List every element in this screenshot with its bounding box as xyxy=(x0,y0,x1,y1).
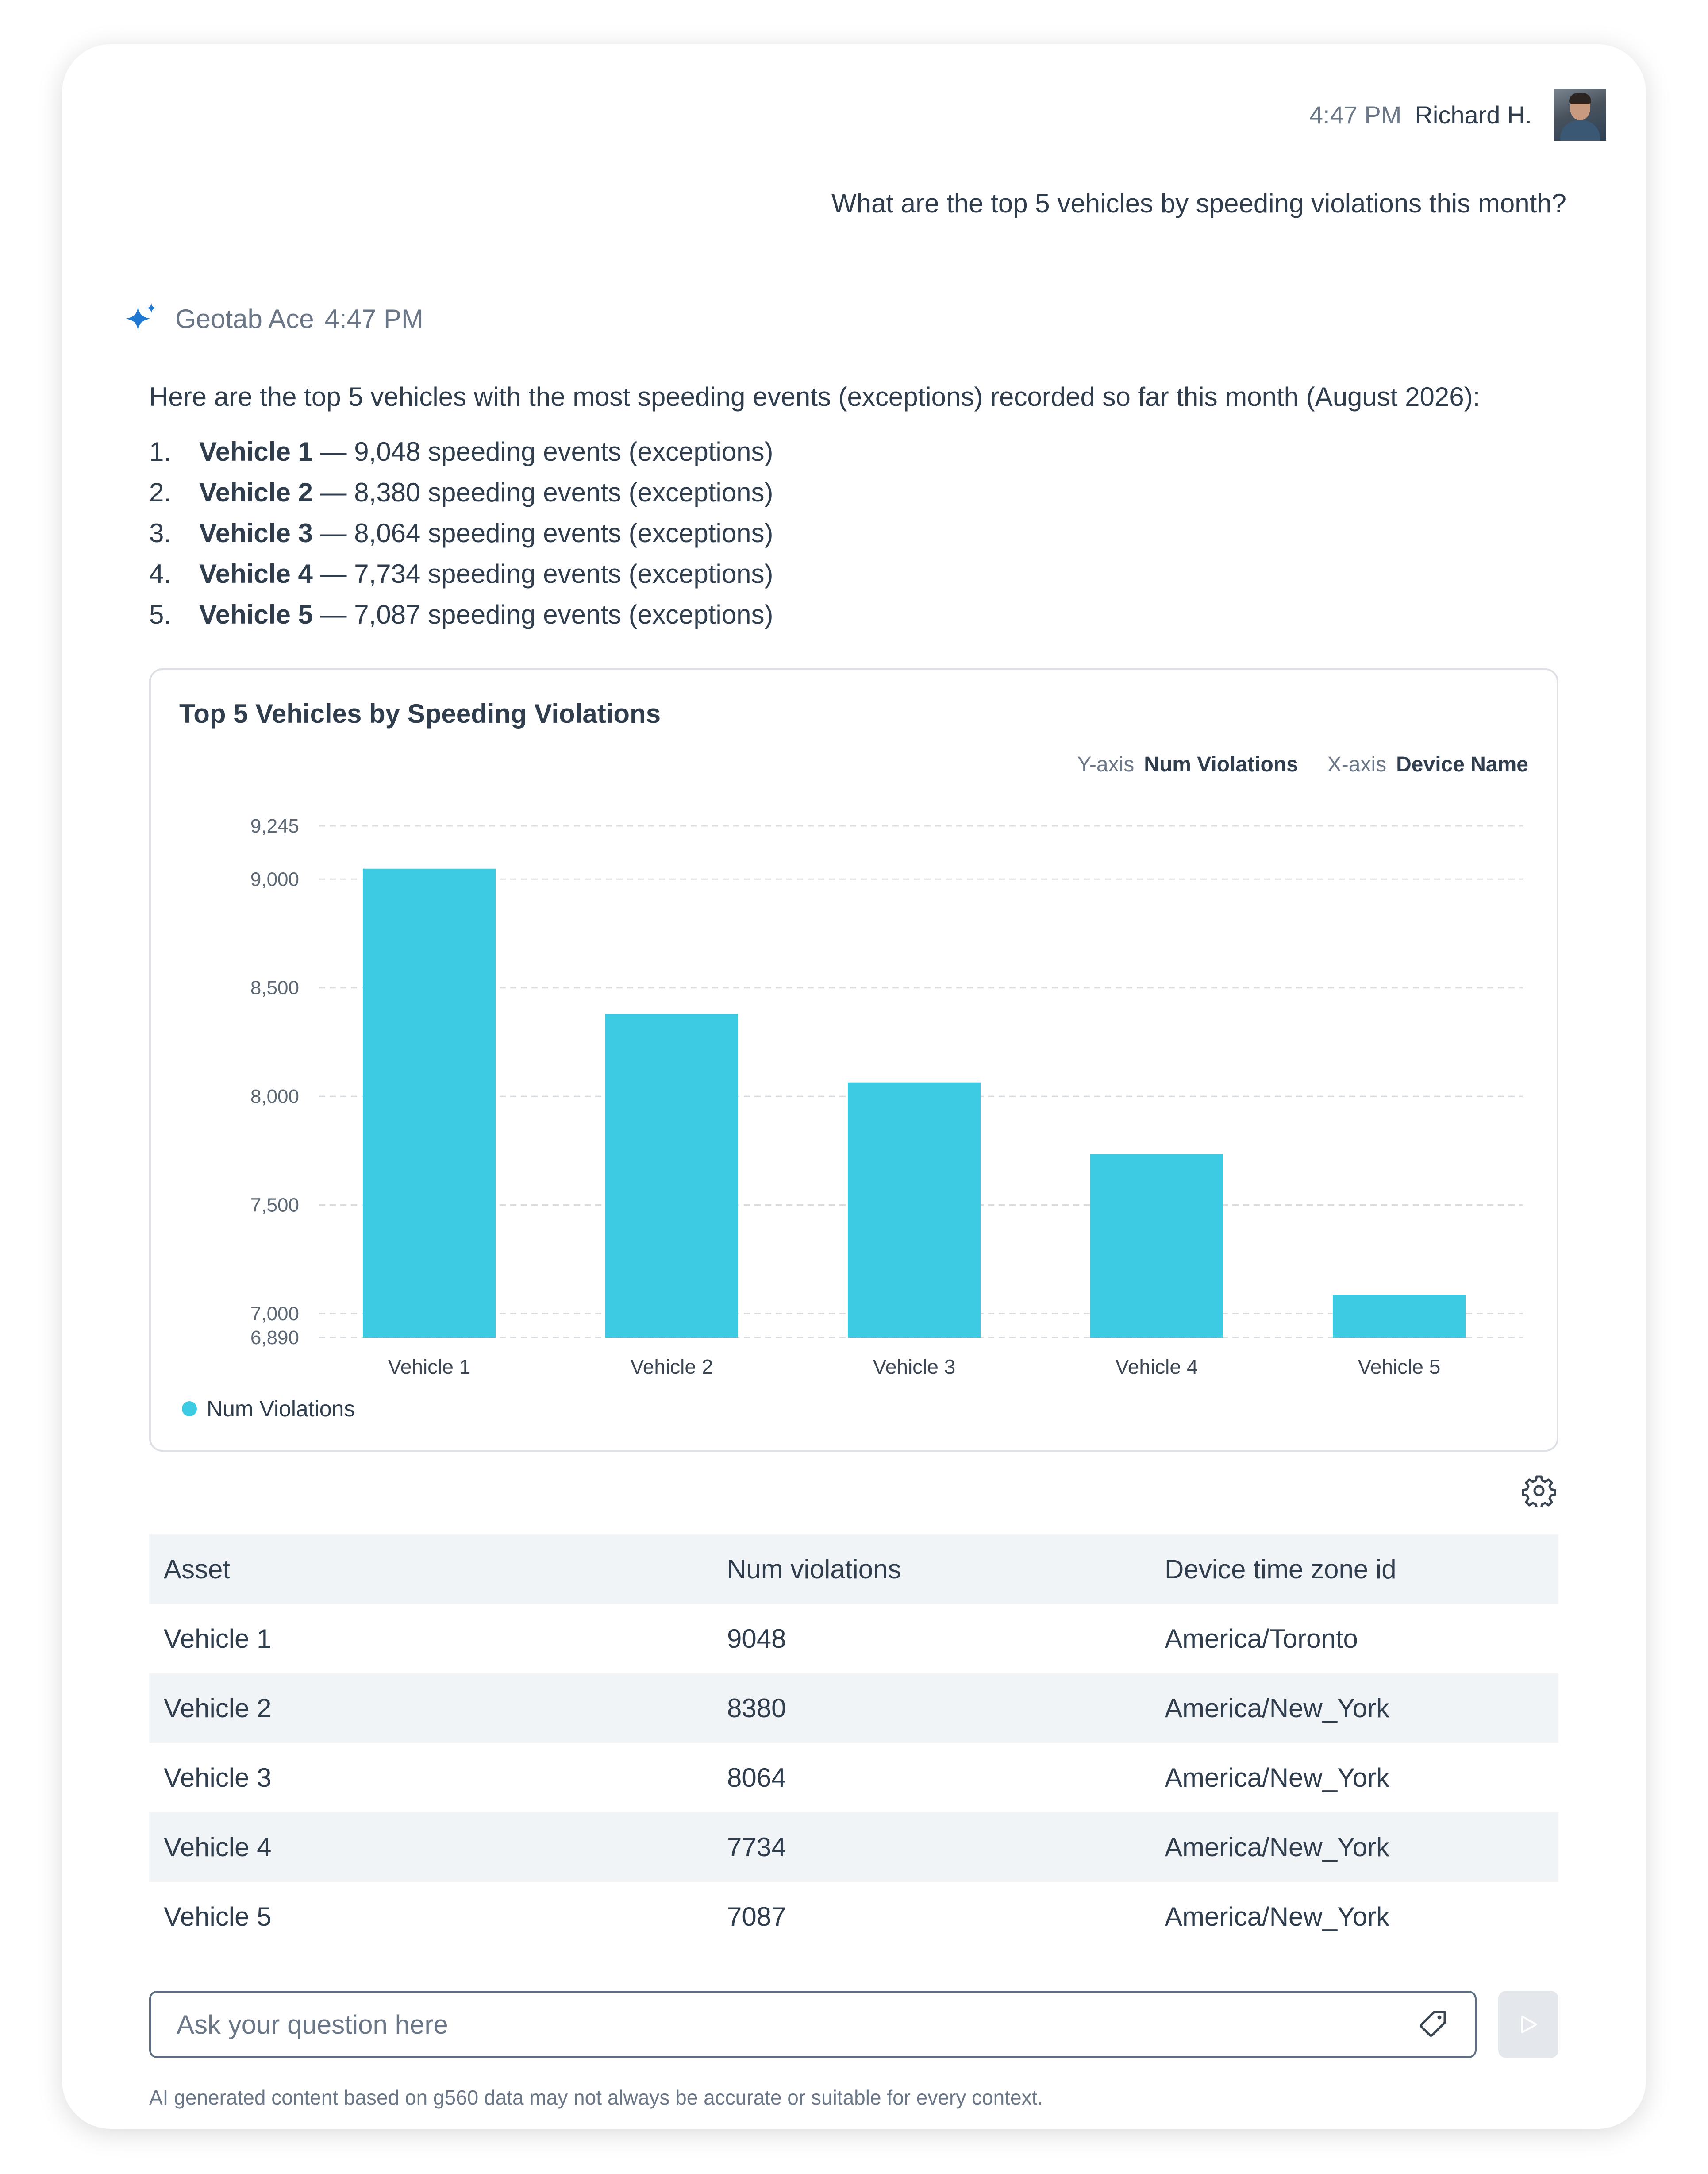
user-question: What are the top 5 vehicles by speeding … xyxy=(831,189,1566,218)
column-header-num-violations[interactable]: Num violations xyxy=(712,1534,1150,1604)
cell-time-zone: America/New_York xyxy=(1165,1763,1389,1792)
y-tick-label: 6,890 xyxy=(250,1327,299,1349)
x-axis-caption: X-axis xyxy=(1327,753,1387,776)
legend-marker xyxy=(182,1401,197,1416)
cell-asset: Vehicle 4 xyxy=(149,1812,712,1882)
list-item: 4. Vehicle 4 — 7,734 speeding events (exc… xyxy=(149,559,773,589)
x-tick-label: Vehicle 2 xyxy=(631,1355,713,1378)
legend-label: Num Violations xyxy=(207,1396,355,1421)
avatar xyxy=(1554,89,1606,141)
y-axis-caption: Y-axis xyxy=(1077,753,1135,776)
bar xyxy=(363,868,496,1338)
tag-icon[interactable] xyxy=(1415,2007,1450,2042)
table-row: Vehicle 1 9048 America/Toronto xyxy=(149,1604,1558,1673)
cell-num-violations: 8380 xyxy=(712,1673,1150,1743)
question-input-box xyxy=(149,1991,1477,2058)
cell-time-zone: America/Toronto xyxy=(1165,1624,1358,1654)
y-tick-label: 8,000 xyxy=(250,1086,299,1107)
question-input[interactable] xyxy=(176,2008,1415,2040)
chart-legend[interactable]: Num Violations xyxy=(182,1396,355,1422)
cell-num-violations: 8064 xyxy=(727,1763,786,1792)
cell-num-violations: 7087 xyxy=(727,1902,786,1931)
column-header-asset[interactable]: Asset xyxy=(149,1534,712,1604)
disclaimer: AI generated content based on g560 data … xyxy=(149,2086,1043,2109)
y-tick-label: 9,000 xyxy=(250,868,299,890)
cell-asset: Vehicle 3 xyxy=(164,1763,272,1792)
assistant-time: 4:47 PM xyxy=(324,304,424,334)
y-tick-label: 7,500 xyxy=(250,1195,299,1216)
column-header-time-zone[interactable]: Device time zone id xyxy=(1150,1534,1558,1604)
send-icon xyxy=(1521,2016,1537,2033)
cell-time-zone: America/New_York xyxy=(1150,1673,1558,1743)
assistant-meta: Geotab Ace 4:47 PM xyxy=(124,301,423,336)
bar xyxy=(605,1014,738,1338)
user-message-meta: 4:47 PM Richard H. xyxy=(1309,89,1606,141)
assistant-intro: Here are the top 5 vehicles with the mos… xyxy=(149,382,1481,412)
x-axis-name: Device Name xyxy=(1396,753,1528,776)
assistant-name: Geotab Ace xyxy=(175,304,314,334)
x-tick-label: Vehicle 3 xyxy=(873,1355,956,1378)
list-item: 5. Vehicle 5 — 7,087 speeding events (exc… xyxy=(149,600,773,629)
list-item: 1. Vehicle 1 — 9,048 speeding events (exc… xyxy=(149,437,773,466)
x-tick-label: Vehicle 4 xyxy=(1116,1355,1198,1378)
axis-info: Y-axis Num Violations X-axis Device Name xyxy=(1077,752,1528,777)
bar xyxy=(848,1082,981,1338)
cell-asset: Vehicle 5 xyxy=(164,1902,272,1931)
table-row: Vehicle 4 7734 America/New_York xyxy=(149,1812,1558,1882)
list-item: 3. Vehicle 3 — 8,064 speeding events (exc… xyxy=(149,518,773,548)
bar xyxy=(1090,1154,1223,1338)
x-tick-label: Vehicle 5 xyxy=(1358,1355,1441,1378)
table-row: Vehicle 5 7087 America/New_York xyxy=(149,1882,1558,1951)
send-button[interactable] xyxy=(1498,1991,1558,2058)
gear-icon[interactable] xyxy=(1522,1474,1556,1507)
table-row: Vehicle 3 8064 America/New_York xyxy=(149,1743,1558,1812)
chart-title: Top 5 Vehicles by Speeding Violations xyxy=(179,699,661,729)
y-tick-label: 9,245 xyxy=(250,815,299,837)
table-header-row: Asset Num violations Device time zone id xyxy=(149,1534,1558,1604)
table-row: Vehicle 2 8380 America/New_York xyxy=(149,1673,1558,1743)
list-item: 2. Vehicle 2 — 8,380 speeding events (exc… xyxy=(149,478,773,507)
sparkle-icon xyxy=(126,303,157,332)
cell-asset: Vehicle 2 xyxy=(149,1673,712,1743)
user-name: Richard H. xyxy=(1415,100,1532,129)
cell-num-violations: 9048 xyxy=(727,1624,786,1654)
vehicle-list: 1. Vehicle 1 — 9,048 speeding events (exc… xyxy=(149,432,773,635)
cell-asset: Vehicle 1 xyxy=(164,1624,272,1654)
chart-card: Top 5 Vehicles by Speeding Violations Y-… xyxy=(149,668,1558,1452)
results-table: Asset Num violations Device time zone id… xyxy=(149,1534,1558,1951)
user-message-time: 4:47 PM xyxy=(1309,100,1402,129)
cell-num-violations: 7734 xyxy=(712,1812,1150,1882)
y-tick-label: 8,500 xyxy=(250,977,299,999)
cell-time-zone: America/New_York xyxy=(1150,1812,1558,1882)
x-tick-label: Vehicle 1 xyxy=(388,1355,471,1378)
cell-time-zone: America/New_York xyxy=(1165,1902,1389,1931)
y-axis-name: Num Violations xyxy=(1144,753,1298,776)
y-tick-label: 7,000 xyxy=(250,1303,299,1325)
bar xyxy=(1333,1295,1466,1338)
